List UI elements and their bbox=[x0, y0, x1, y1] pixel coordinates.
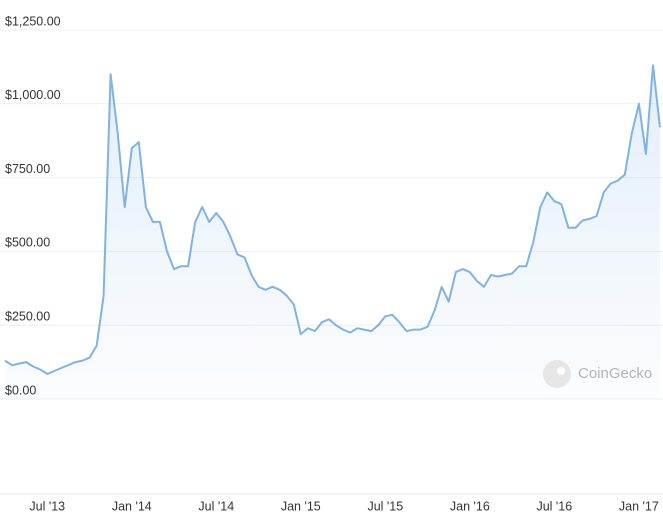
x-tick-label: Jul '13 bbox=[29, 499, 65, 513]
y-tick-label: $1,000.00 bbox=[5, 88, 61, 102]
x-tick-label: Jan '14 bbox=[112, 499, 152, 513]
y-tick-label: $250.00 bbox=[5, 309, 50, 323]
x-tick-label: Jan '16 bbox=[450, 499, 490, 513]
watermark-text: CoinGecko bbox=[578, 365, 652, 382]
watermark: CoinGecko bbox=[543, 360, 652, 388]
x-tick-label: Jan '17 bbox=[619, 499, 659, 513]
x-tick-label: Jul '14 bbox=[198, 499, 234, 513]
area bbox=[5, 65, 660, 400]
y-tick-label: $750.00 bbox=[5, 162, 50, 176]
line bbox=[4, 64, 661, 375]
y-tick-label: $1,250.00 bbox=[5, 14, 61, 28]
x-tick-label: Jan '15 bbox=[281, 499, 321, 513]
y-tick-label: $0.00 bbox=[5, 383, 36, 397]
x-tick-label: Jul '15 bbox=[367, 499, 403, 513]
y-tick-label: $500.00 bbox=[5, 236, 50, 250]
x-tick-label: Jul '16 bbox=[536, 499, 572, 513]
